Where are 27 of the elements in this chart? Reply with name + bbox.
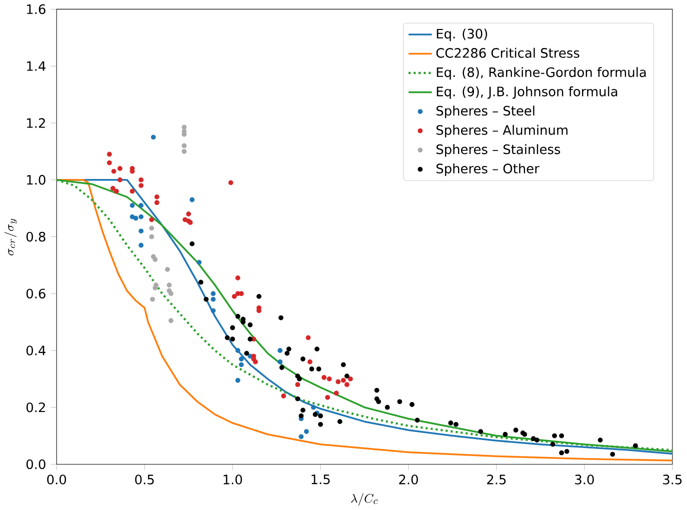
x-tick-label: 3.0: [575, 474, 594, 484]
y-tick-label: 1.6: [27, 4, 46, 14]
legend-label: Eq. (9), J.B. Johnson formula: [436, 86, 618, 99]
legend-label: Eq. (30): [436, 28, 488, 42]
legend-label: Spheres – Other: [436, 163, 540, 176]
y-tick-label: 1.4: [27, 61, 46, 71]
y-tick-label: 0.2: [26, 402, 45, 412]
legend-label: Eq. (8), Rankine-Gordon formula: [436, 67, 646, 80]
legend-label: Spheres – Steel: [436, 106, 534, 118]
y-tick-label: 0.0: [26, 459, 46, 470]
y-tick-label: 0.8: [26, 232, 46, 242]
x-tick-label: 0.5: [135, 474, 154, 484]
x-tick-label: 2.5: [487, 474, 506, 484]
y-tick-label: 1.2: [27, 118, 45, 128]
x-tick-label: 2.0: [399, 474, 418, 484]
y-tick-label: 1.0: [27, 174, 46, 185]
y-tick-label: 0.6: [26, 288, 46, 299]
x-tick-label: 1.0: [224, 474, 242, 484]
x-axis-title: $\lambda/C_c$: [351, 493, 378, 506]
x-tick-label: 1.5: [312, 474, 330, 484]
legend-label: Spheres – Stainless: [436, 144, 560, 157]
x-tick-label: 3.5: [663, 474, 682, 484]
y-tick-label: 0.4: [26, 346, 46, 356]
y-axis-title: $\sigma_{cr}/\sigma_y$: [4, 218, 17, 256]
legend-label: Spheres – Aluminum: [436, 124, 568, 138]
legend-label: CC2286 Critical Stress: [436, 48, 580, 58]
x-tick-label: 0.0: [47, 474, 66, 484]
